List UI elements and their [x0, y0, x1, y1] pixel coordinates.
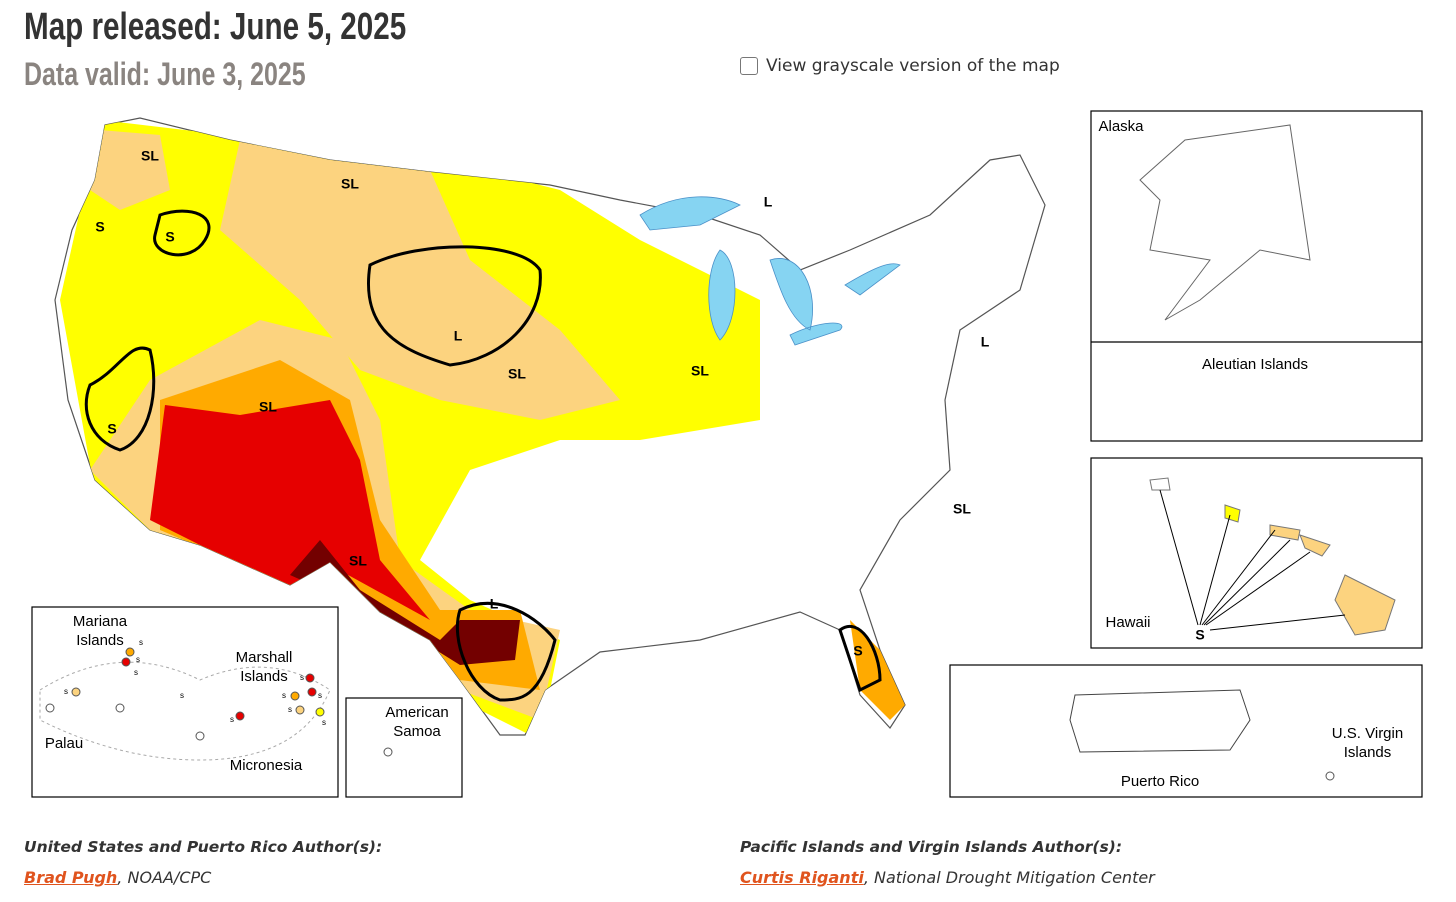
alaska-shape [1139, 124, 1311, 321]
impact-label: L [490, 596, 499, 612]
impact-label: SL [691, 363, 709, 379]
inset-label: Mariana Islands [72, 613, 128, 649]
impact-label: SL [259, 399, 277, 415]
pacific-impact-label: s [64, 687, 68, 696]
pacific-impact-labels: s s s s s s s s s s s [64, 638, 326, 727]
author-link[interactable]: Brad Pugh [24, 868, 118, 887]
checkbox[interactable] [740, 57, 758, 75]
impact-label: S [165, 229, 174, 245]
author-affiliation: , NOAA/CPC [117, 868, 212, 887]
pacific-impact-label: s [136, 655, 140, 664]
map-subtitle: Data valid: June 3, 2025 [24, 56, 306, 92]
grayscale-toggle[interactable]: View grayscale version of the map [740, 56, 1060, 76]
pacific-impact-label: s [318, 691, 322, 700]
impact-label: SL [508, 366, 526, 382]
inset-label: Alaska [1098, 118, 1144, 135]
impact-label: L [764, 194, 773, 210]
inset-label: Palau [45, 735, 83, 752]
toggle-label[interactable]: View grayscale version of the map [766, 56, 1060, 76]
author-line: Brad Pugh, NOAA/CPC [24, 868, 211, 887]
pacific-outline [39, 661, 331, 761]
author-line: Curtis Riganti, National Drought Mitigat… [740, 868, 1155, 887]
pacific-impact-label: s [139, 638, 143, 647]
author-affiliation: , National Drought Mitigation Center [863, 868, 1155, 887]
inset-label: Puerto Rico [1121, 773, 1199, 790]
impact-label: SL [349, 553, 367, 569]
inset-label: Marshall Islands [235, 649, 293, 685]
inset-label: U.S. Virgin Islands [1331, 725, 1404, 761]
inset-label: Aleutian Islands [1202, 356, 1308, 373]
inset-frames [31, 110, 1423, 798]
author-link[interactable]: Curtis Riganti [740, 868, 864, 887]
pacific-markers [45, 647, 1335, 781]
pacific-impact-label: s [230, 715, 234, 724]
impact-label: L [981, 334, 990, 350]
pacific-impact-label: s [134, 668, 138, 677]
impact-label: SL [141, 148, 159, 164]
impact-label: SL [341, 176, 359, 192]
author-heading: United States and Puerto Rico Author(s): [24, 838, 383, 856]
hawaii-shapes [1149, 477, 1396, 636]
pacific-impact-label: s [180, 691, 184, 700]
author-heading: Pacific Islands and Virgin Islands Autho… [740, 838, 1123, 856]
pacific-impact-label: s [282, 691, 286, 700]
pacific-impact-label: s [288, 705, 292, 714]
pacific-impact-label: s [322, 718, 326, 727]
impact-label: SL [953, 501, 971, 517]
puerto-rico-shape [1069, 689, 1251, 753]
impact-label: S [95, 219, 104, 235]
inset-label: Micronesia [230, 757, 303, 774]
impact-label: S [853, 643, 862, 659]
impact-labels: SL SL S S L L SL SL SL S SL L S L SL S [95, 148, 1204, 659]
map-title: Map released: June 5, 2025 [24, 6, 407, 48]
impact-label: L [454, 328, 463, 344]
pacific-impact-label: s [300, 673, 304, 682]
great-lakes [639, 196, 901, 346]
inset-label: Hawaii [1105, 614, 1150, 631]
impact-label: S [107, 421, 116, 437]
impact-label: S [1195, 627, 1204, 643]
hawaii-pointers [1159, 489, 1346, 631]
impact-boundaries [84, 209, 882, 702]
inset-label: American Samoa [385, 704, 449, 740]
